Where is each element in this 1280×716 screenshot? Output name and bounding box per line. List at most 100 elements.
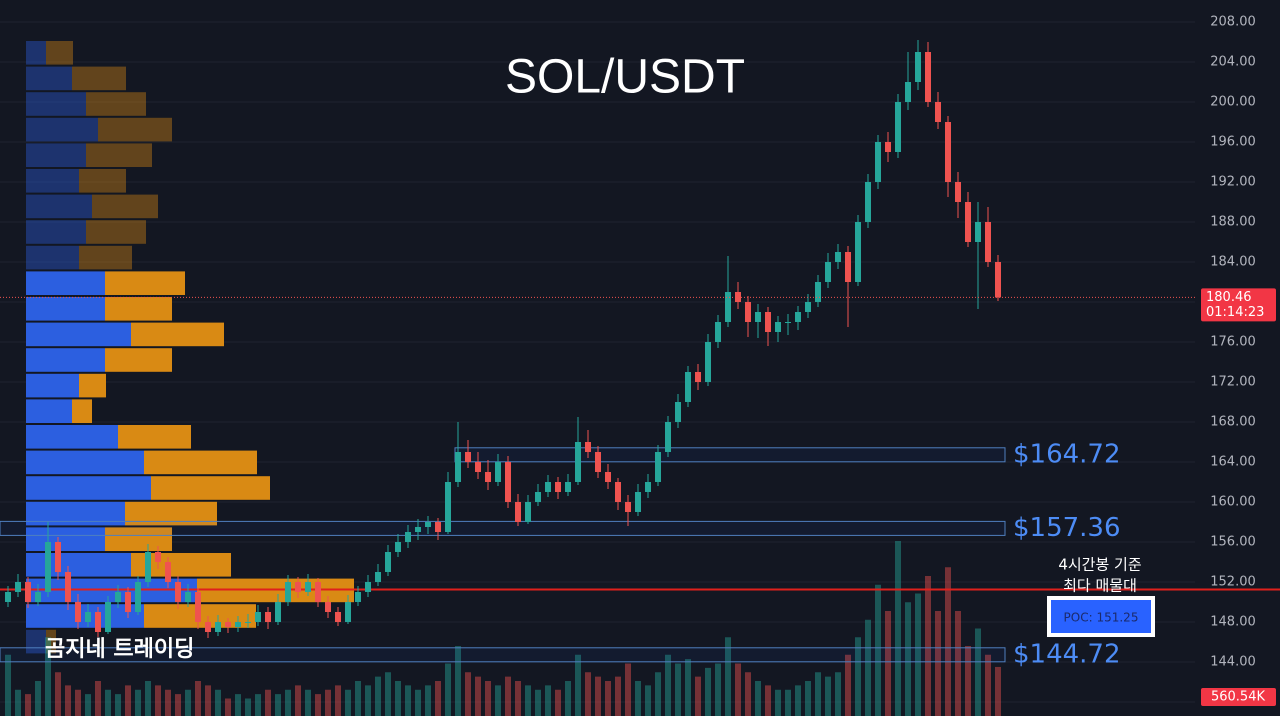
profile-sell: [105, 348, 172, 372]
profile-sell: [151, 476, 270, 500]
volume-bar: [805, 681, 811, 716]
volume-bar: [755, 681, 761, 716]
volume-bar: [35, 681, 41, 716]
volume-bar: [725, 637, 731, 716]
volume-bar: [865, 619, 871, 716]
volume-bar: [905, 602, 911, 716]
candle-body: [375, 572, 381, 582]
candle-body: [95, 612, 101, 632]
volume-bar: [575, 654, 581, 716]
volume-bar: [455, 646, 461, 716]
profile-buy: [26, 271, 105, 295]
candle-body: [865, 182, 871, 222]
volume-bar: [75, 689, 81, 716]
profile-sell: [46, 41, 73, 65]
volume-bar: [655, 672, 661, 716]
y-tick-label: 152.00: [1210, 575, 1256, 590]
profile-buy: [26, 297, 105, 321]
note: 4시간봉 기준: [1058, 556, 1142, 574]
candle-body: [435, 522, 441, 532]
candle-body: [505, 462, 511, 502]
profile-buy: [26, 373, 79, 398]
volume-bar: [765, 685, 771, 716]
candle-body: [525, 502, 531, 522]
candle-body: [335, 612, 341, 622]
profile-sell: [72, 66, 126, 91]
y-tick-label: 144.00: [1210, 655, 1256, 670]
volume-bar: [875, 584, 881, 716]
volume-bar: [545, 685, 551, 716]
volume-bar: [495, 685, 501, 716]
level-zone: [0, 520, 1006, 536]
volume-bar: [945, 567, 951, 716]
profile-buy: [26, 169, 79, 193]
volume-bar: [385, 672, 391, 716]
profile-sell: [125, 501, 217, 526]
y-tick-label: 156.00: [1210, 535, 1256, 550]
volume-bar: [165, 689, 171, 716]
y-tick-label: 168.00: [1210, 415, 1256, 430]
candle-body: [775, 322, 781, 332]
candle-body: [295, 582, 301, 592]
profile-sell: [92, 194, 158, 219]
candle-body: [685, 372, 691, 402]
candle-body: [55, 542, 61, 572]
volume-bar: [105, 689, 111, 716]
poc-box: [1047, 596, 1155, 637]
price-axis: 140.00144.00148.00152.00156.00160.00164.…: [1210, 15, 1256, 710]
volume-bar: [235, 694, 241, 716]
volume-bar: [625, 663, 631, 716]
profile-buy: [26, 348, 105, 372]
candle-body: [385, 552, 391, 572]
candle-body: [975, 222, 981, 242]
candle-body: [875, 142, 881, 182]
profile-buy: [26, 41, 46, 65]
candle-body: [715, 322, 721, 342]
candle-body: [705, 342, 711, 382]
volume-bar: [245, 698, 251, 716]
candle-body: [925, 52, 931, 102]
candle-body: [205, 622, 211, 632]
profile-sell: [86, 220, 146, 244]
candle-body: [585, 442, 591, 452]
candle-body: [755, 312, 761, 322]
profile-sell: [105, 527, 172, 551]
levels: $164.72 $157.36 $144.72: [0, 439, 1280, 669]
candle-body: [225, 622, 231, 627]
volume-bar: [485, 681, 491, 716]
volume-bar: [695, 676, 701, 716]
profile-sell: [72, 399, 92, 423]
candle-body: [615, 482, 621, 502]
level-label: $157.36: [1013, 513, 1121, 543]
volume-bar: [135, 689, 141, 716]
candle-body: [255, 612, 261, 622]
candle-body: [275, 602, 281, 622]
volume-bar: [85, 694, 91, 716]
candle-body: [45, 542, 51, 592]
candle-body: [235, 622, 241, 627]
volume-bar: [5, 654, 11, 716]
note: 최다 매물대: [1063, 577, 1137, 595]
candle-body: [315, 582, 321, 602]
volume-bar: [395, 681, 401, 716]
candle-body: [65, 572, 71, 602]
y-tick-label: 204.00: [1210, 55, 1256, 70]
candle-body: [895, 102, 901, 152]
volume-bar: [125, 685, 131, 716]
y-tick-label: 192.00: [1210, 175, 1256, 190]
volume-bar: [845, 654, 851, 716]
y-tick-label: 176.00: [1210, 335, 1256, 350]
volume-bar: [415, 689, 421, 716]
candle-body: [485, 472, 491, 482]
volume-bar: [815, 672, 821, 716]
volume-bar: [275, 694, 281, 716]
volume-bar: [295, 685, 301, 716]
y-tick-label: 172.00: [1210, 375, 1256, 390]
candle-body: [175, 582, 181, 602]
volume-bar: [335, 685, 341, 716]
volume-bar: [985, 654, 991, 716]
profile-sell: [105, 271, 185, 295]
volume-bar: [525, 685, 531, 716]
volume-bar: [925, 576, 931, 716]
volume-bar: [215, 689, 221, 716]
